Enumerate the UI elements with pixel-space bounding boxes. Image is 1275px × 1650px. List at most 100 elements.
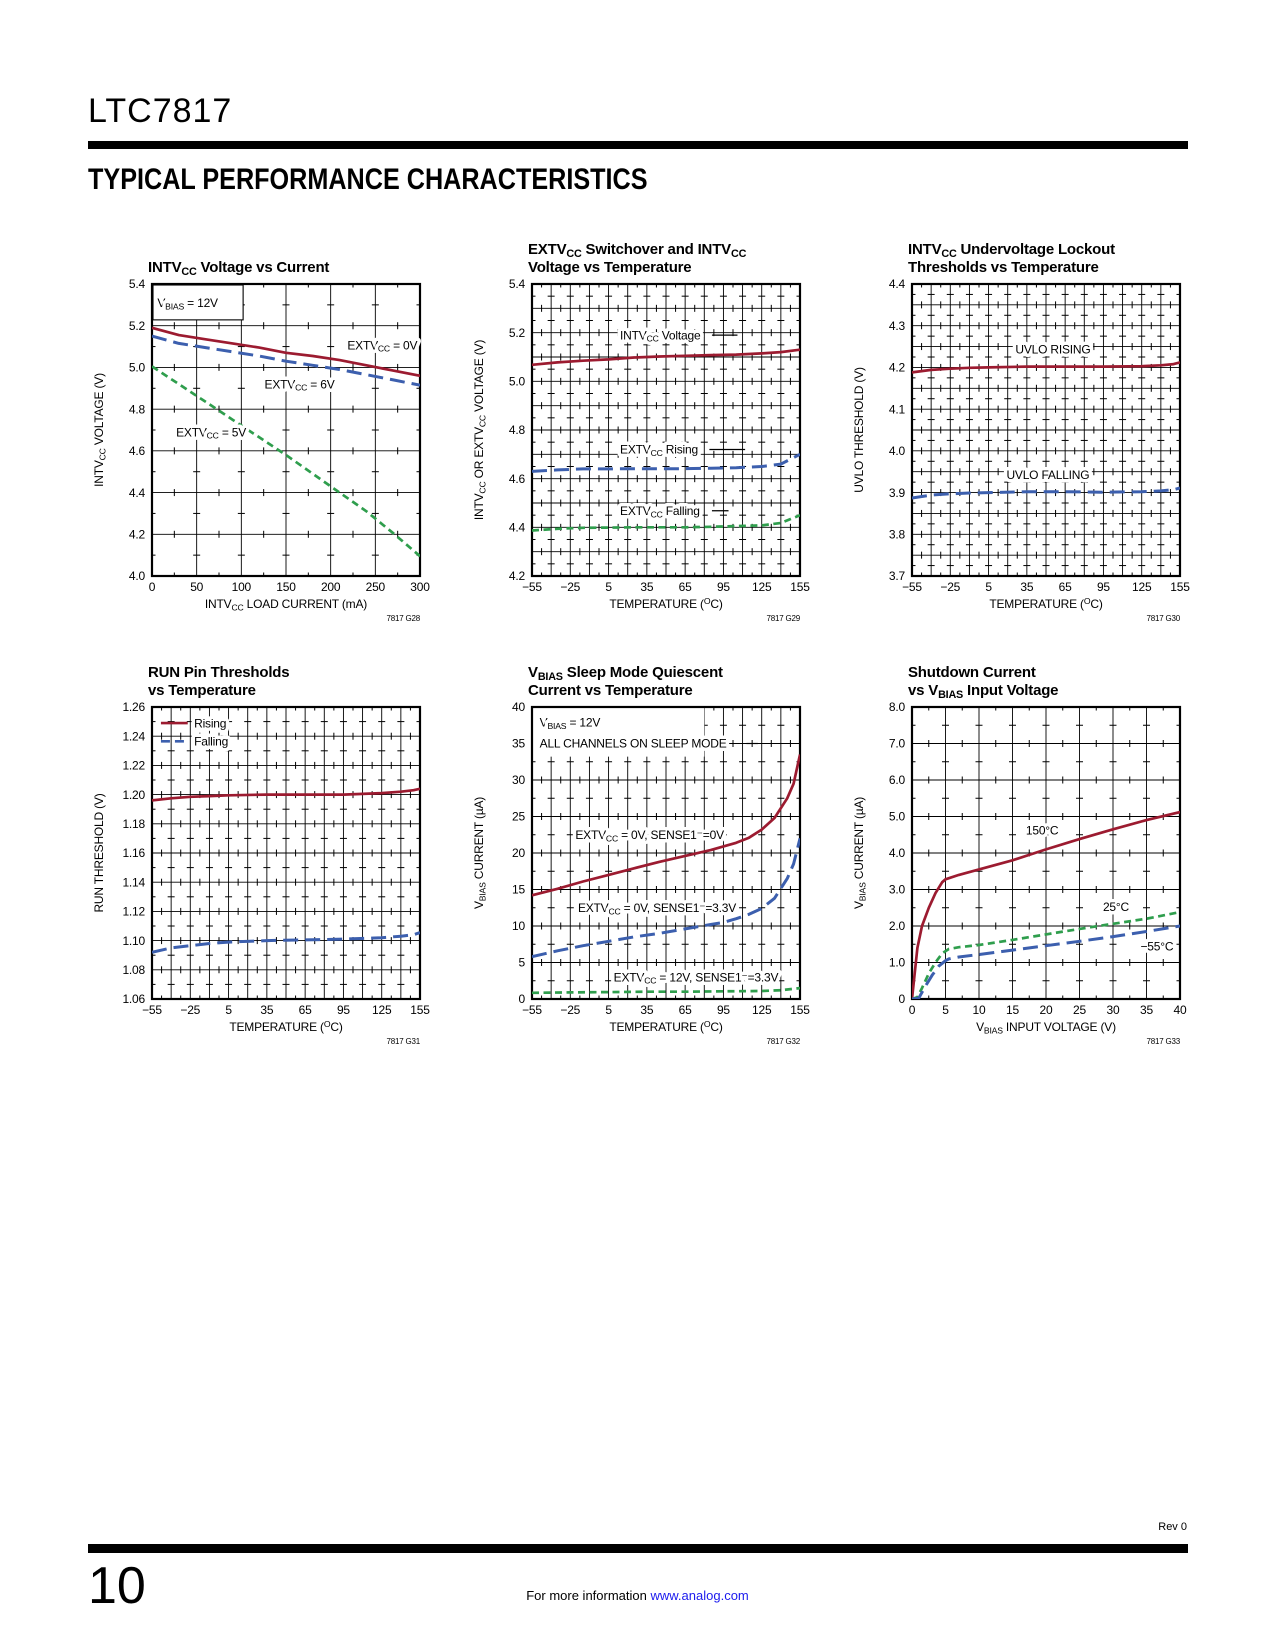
svg-text:4.6: 4.6 xyxy=(509,472,526,486)
svg-text:−55: −55 xyxy=(142,1003,162,1017)
annotation: VBIAS = 12V xyxy=(157,296,218,311)
svg-text:−55: −55 xyxy=(522,1003,542,1017)
svg-text:150: 150 xyxy=(276,580,296,594)
svg-text:35: 35 xyxy=(260,1003,273,1017)
svg-text:4.2: 4.2 xyxy=(889,361,906,375)
plot-border xyxy=(910,282,1182,578)
chart-run-pin-thresholds: Rising Falling −55 −25 5 35 65 95 125 155 1.06 1.08… xyxy=(88,661,454,1058)
svg-text:50: 50 xyxy=(190,580,203,594)
series-line xyxy=(912,910,1180,999)
chart-svg-7817-g28: VBIAS = 12V EXTVCC = 0V EXTVCC = 6V EXTVCC … xyxy=(92,259,430,623)
svg-text:1.12: 1.12 xyxy=(122,905,145,919)
series-group xyxy=(912,810,1180,999)
svg-text:95: 95 xyxy=(1097,580,1110,594)
annotation: EXTVCC = 12V, SENSE1⁻=3.3V xyxy=(614,970,779,985)
header-rule xyxy=(88,141,1188,149)
svg-text:0: 0 xyxy=(899,992,906,1006)
series-group xyxy=(152,326,420,558)
svg-text:4.0: 4.0 xyxy=(889,444,906,458)
svg-text:250: 250 xyxy=(366,580,386,594)
svg-text:4.8: 4.8 xyxy=(509,423,526,437)
series-group xyxy=(532,754,800,995)
chart-shutdown-current-vs-vbias: 150°C 25°C −55°C 0 5 10 15 20 25 30 35 40 0 1.0 2.0 3.0… xyxy=(848,661,1214,1058)
annotation: VBIAS = 12V xyxy=(540,716,601,731)
chart-svg-7817-g33: 150°C 25°C −55°C 0 5 10 15 20 25 30 35 40 0 1.0 2.0 3.0… xyxy=(852,664,1187,1046)
y-axis-label: VBIAS CURRENT (µA) xyxy=(852,797,867,909)
svg-text:65: 65 xyxy=(679,580,692,594)
footer-info: For more information www.analog.com xyxy=(0,1588,1275,1603)
svg-text:4.0: 4.0 xyxy=(129,569,146,583)
svg-text:125: 125 xyxy=(372,1003,392,1017)
x-axis-label: VBIAS INPUT VOLTAGE (V) xyxy=(976,1020,1116,1035)
y-axis-label: UVLO THRESHOLD (V) xyxy=(852,367,866,493)
series-line xyxy=(912,361,1180,374)
annotation: EXTVCC Falling xyxy=(620,504,700,519)
series-line xyxy=(912,810,1180,999)
chart-title: vs Temperature xyxy=(148,682,256,699)
svg-text:1.24: 1.24 xyxy=(122,729,145,743)
svg-text:4.4: 4.4 xyxy=(889,277,906,291)
svg-text:155: 155 xyxy=(410,1003,430,1017)
svg-text:5: 5 xyxy=(605,580,612,594)
annotation: Falling xyxy=(194,735,228,749)
y-axis-label: INTVCC OR EXTVCC VOLTAGE (V) xyxy=(472,340,487,520)
chart-extvcc-switchover-intvcc-voltage: INTVCC Voltage EXTVCC Rising EXTVCC Fallin… xyxy=(468,238,834,635)
grid xyxy=(912,707,1180,999)
svg-text:15: 15 xyxy=(1006,1003,1019,1017)
charts-grid: VBIAS = 12V EXTVCC = 0V EXTVCC = 6V EXTVCC … xyxy=(88,238,1228,1058)
chart-svg-7817-g30: UVLO RISING UVLO FALLING −55 −25 5 35 65 95 125 1… xyxy=(852,241,1190,623)
minor-ticks xyxy=(912,707,1180,999)
svg-text:4.1: 4.1 xyxy=(889,402,906,416)
x-axis-label: TEMPERATURE (OC) xyxy=(609,1019,722,1034)
grid xyxy=(912,284,1180,576)
plot-border xyxy=(910,705,1182,1001)
svg-text:5.4: 5.4 xyxy=(509,277,526,291)
svg-text:20: 20 xyxy=(1040,1003,1053,1017)
svg-text:5: 5 xyxy=(225,1003,232,1017)
svg-text:125: 125 xyxy=(1132,580,1152,594)
analog-link[interactable]: www.analog.com xyxy=(650,1588,749,1603)
svg-text:0: 0 xyxy=(149,580,156,594)
svg-text:0: 0 xyxy=(519,992,526,1006)
svg-text:95: 95 xyxy=(337,1003,350,1017)
series-line xyxy=(152,931,420,954)
section-title: TYPICAL PERFORMANCE CHARACTERISTICS xyxy=(88,163,648,196)
svg-text:10: 10 xyxy=(973,1003,986,1017)
svg-text:1.14: 1.14 xyxy=(122,875,145,889)
svg-text:65: 65 xyxy=(679,1003,692,1017)
svg-text:10: 10 xyxy=(512,919,525,933)
y-axis-label: VBIAS CURRENT (µA) xyxy=(472,797,487,909)
series-line xyxy=(152,326,420,378)
annotation: ALL CHANNELS ON SLEEP MODE xyxy=(540,737,727,751)
svg-text:20: 20 xyxy=(512,846,525,860)
svg-text:4.2: 4.2 xyxy=(129,527,146,541)
series-line xyxy=(912,924,1180,999)
annotation: EXTVCC = 0V xyxy=(347,338,417,353)
figure-id-note: 7817 G31 xyxy=(386,1037,420,1046)
chart-intvcc-voltage-vs-current: VBIAS = 12V EXTVCC = 0V EXTVCC = 6V EXTVCC … xyxy=(88,238,454,635)
part-number: LTC7817 xyxy=(88,92,233,130)
svg-text:15: 15 xyxy=(512,883,525,897)
svg-text:30: 30 xyxy=(512,773,525,787)
page-number: 10 xyxy=(88,1557,146,1615)
minor-ticks xyxy=(532,284,800,576)
chart-title: INTVCC Voltage vs Current xyxy=(148,259,329,278)
svg-text:3.7: 3.7 xyxy=(889,569,906,583)
svg-text:1.06: 1.06 xyxy=(122,992,145,1006)
series-group xyxy=(152,787,420,954)
series-line xyxy=(532,838,800,959)
x-axis-label: TEMPERATURE (OC) xyxy=(609,596,722,611)
svg-text:0: 0 xyxy=(909,1003,916,1017)
series-line xyxy=(532,452,800,473)
plot-border xyxy=(530,282,802,578)
svg-text:1.10: 1.10 xyxy=(122,934,145,948)
svg-text:95: 95 xyxy=(717,580,730,594)
svg-text:8.0: 8.0 xyxy=(889,700,906,714)
annotation: UVLO FALLING xyxy=(1006,468,1089,482)
chart-title: Current vs Temperature xyxy=(528,682,693,699)
svg-text:1.08: 1.08 xyxy=(122,963,145,977)
y-axis-label: INTVCC VOLTAGE (V) xyxy=(92,373,107,487)
figure-id-note: 7817 G28 xyxy=(386,614,420,623)
svg-text:300: 300 xyxy=(410,580,430,594)
svg-text:−25: −25 xyxy=(180,1003,200,1017)
